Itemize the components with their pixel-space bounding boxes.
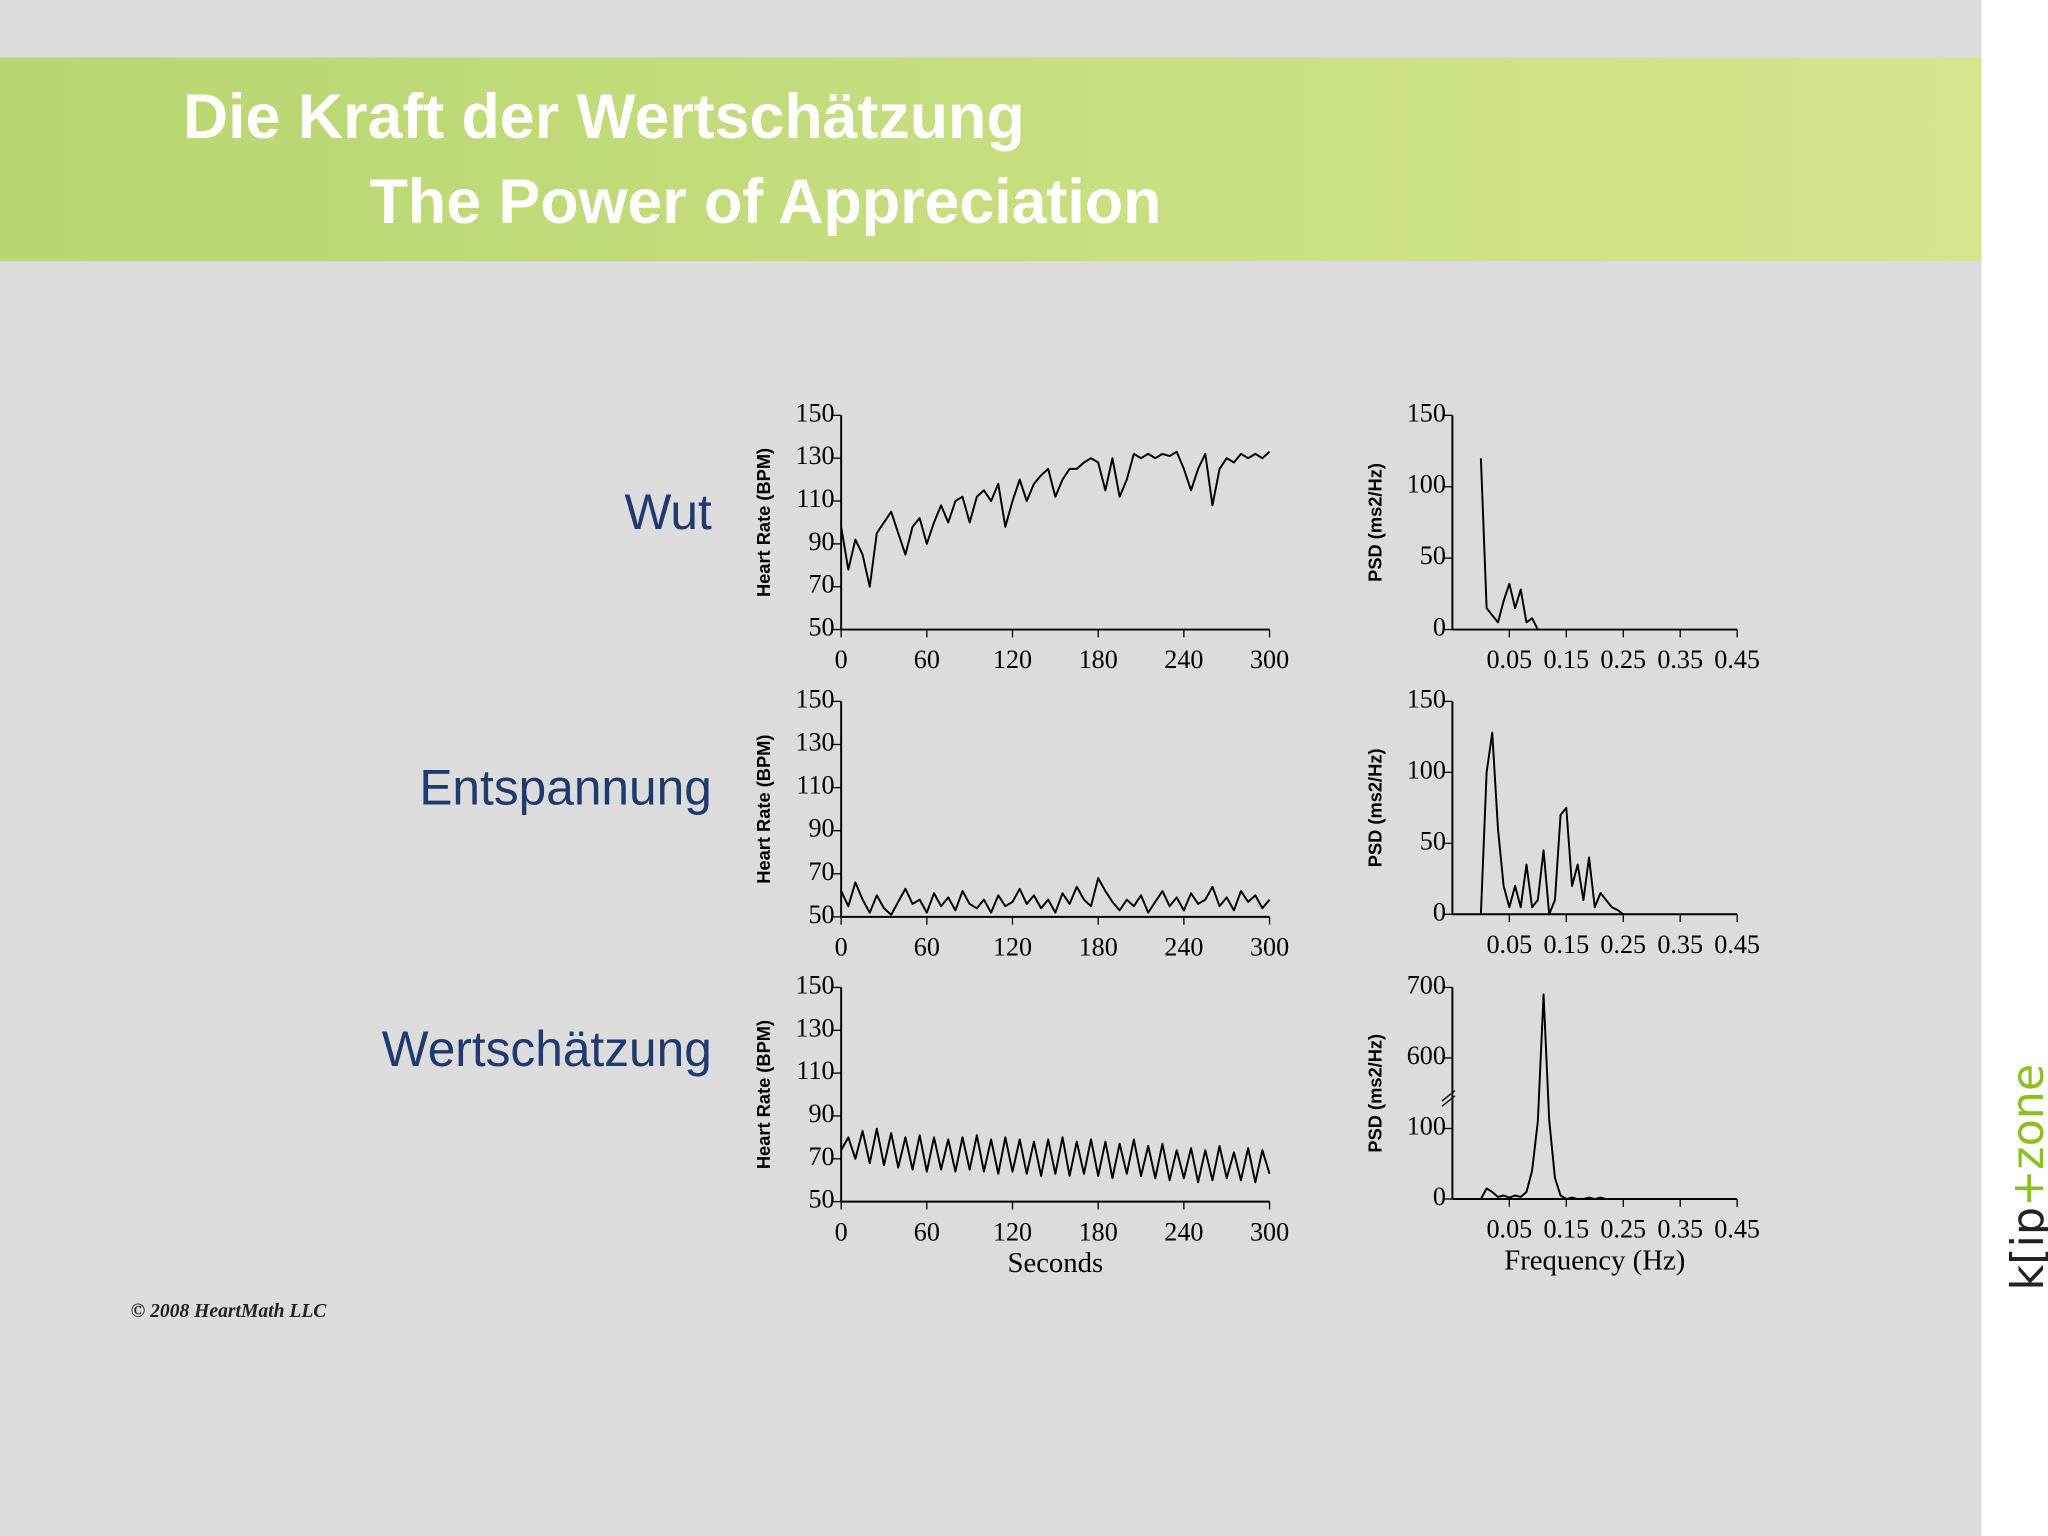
y-tick-label: 110 xyxy=(796,484,834,513)
y-tick-label: 0 xyxy=(1433,897,1446,926)
x-axis-label: Frequency (Hz) xyxy=(1504,1245,1685,1277)
y-tick-label: 130 xyxy=(795,441,834,470)
logo-right: +zone xyxy=(2003,1064,2048,1207)
data-line xyxy=(840,450,1271,588)
subtitle: The Power of Appreciation xyxy=(370,167,1162,237)
y-tick-label: 0 xyxy=(1433,613,1446,642)
x-tick-label: 120 xyxy=(993,933,1032,962)
y-axis-label: Heart Rate (BPM) xyxy=(753,735,774,884)
data-line xyxy=(1479,458,1539,630)
y-tick-label: 50 xyxy=(809,1185,835,1214)
y-axis-label: PSD (ms2/Hz) xyxy=(1364,463,1385,582)
y-tick-label: 100 xyxy=(1407,470,1446,499)
x-tick-label: 0.35 xyxy=(1657,645,1703,674)
x-tick-label: 0 xyxy=(835,1217,848,1246)
x-tick-label: 0 xyxy=(835,645,848,674)
banner xyxy=(0,57,1982,262)
y-tick-label: 150 xyxy=(1407,684,1446,713)
y-tick-label: 50 xyxy=(1420,826,1446,855)
y-tick-label: 50 xyxy=(1420,541,1446,570)
x-tick-label: 60 xyxy=(914,645,940,674)
y-tick-label: 150 xyxy=(795,684,834,713)
row-label: Wertschätzung xyxy=(382,1021,712,1077)
y-tick-label: 90 xyxy=(809,1099,835,1128)
y-tick-label: 130 xyxy=(795,1013,834,1042)
y-tick-label: 150 xyxy=(1407,398,1446,427)
x-tick-label: 0.25 xyxy=(1600,645,1646,674)
y-tick-label: 110 xyxy=(796,1056,834,1085)
x-tick-label: 0.45 xyxy=(1714,930,1760,959)
x-tick-label: 0 xyxy=(835,933,848,962)
x-tick-label: 0.35 xyxy=(1657,930,1703,959)
y-tick-label: 70 xyxy=(809,857,835,886)
title: Die Kraft der Wertschätzung xyxy=(183,82,1025,152)
y-tick-label: 90 xyxy=(809,814,835,843)
data-line xyxy=(1480,993,1607,1200)
logo: k[ip+zone xyxy=(2003,1064,2048,1291)
x-tick-label: 180 xyxy=(1079,1217,1118,1246)
data-line xyxy=(840,1127,1271,1184)
x-tick-label: 0.15 xyxy=(1543,930,1589,959)
y-tick-label: 150 xyxy=(795,970,834,999)
y-tick-label: 130 xyxy=(795,727,834,756)
x-tick-label: 180 xyxy=(1079,645,1118,674)
data-line xyxy=(840,877,1271,916)
x-tick-label: 60 xyxy=(914,933,940,962)
y-tick-label: 700 xyxy=(1407,970,1446,999)
y-tick-label: 600 xyxy=(1407,1041,1446,1070)
x-tick-label: 0.25 xyxy=(1600,1215,1646,1244)
x-tick-label: 0.15 xyxy=(1543,645,1589,674)
y-axis-label: Heart Rate (BPM) xyxy=(753,448,774,597)
axis-break xyxy=(1441,1090,1456,1107)
x-tick-label: 0.45 xyxy=(1714,1215,1760,1244)
y-tick-label: 90 xyxy=(809,527,835,556)
x-tick-label: 0.45 xyxy=(1714,645,1760,674)
copyright: © 2008 HeartMath LLC xyxy=(131,1301,328,1322)
x-tick-label: 240 xyxy=(1164,933,1203,962)
x-tick-label: 120 xyxy=(993,645,1032,674)
x-tick-label: 60 xyxy=(914,1217,940,1246)
data-line xyxy=(1479,731,1624,916)
x-tick-label: 0.05 xyxy=(1487,930,1533,959)
logo-left: k[ip xyxy=(2003,1207,2048,1291)
y-tick-label: 150 xyxy=(795,398,834,427)
logo-text: k[ip+zone xyxy=(2003,1064,2048,1291)
y-tick-label: 50 xyxy=(809,613,835,642)
y-tick-label: 70 xyxy=(809,570,835,599)
y-tick-label: 50 xyxy=(809,900,835,929)
x-tick-label: 120 xyxy=(993,1217,1032,1246)
y-tick-label: 0 xyxy=(1433,1182,1446,1211)
y-tick-label: 100 xyxy=(1407,1111,1446,1140)
x-tick-label: 0.35 xyxy=(1657,1215,1703,1244)
x-tick-label: 0.25 xyxy=(1600,930,1646,959)
x-tick-label: 240 xyxy=(1164,1217,1203,1246)
x-tick-label: 300 xyxy=(1250,645,1289,674)
y-tick-label: 110 xyxy=(796,771,834,800)
x-tick-label: 0.15 xyxy=(1543,1215,1589,1244)
y-tick-label: 100 xyxy=(1407,755,1446,784)
x-tick-label: 240 xyxy=(1164,645,1203,674)
row-label: Wut xyxy=(624,484,712,540)
side-strip xyxy=(1981,0,2048,1536)
x-axis-label: Seconds xyxy=(1007,1247,1103,1279)
x-tick-label: 180 xyxy=(1079,933,1118,962)
y-axis-label: PSD (ms2/Hz) xyxy=(1364,1034,1385,1153)
x-tick-label: 300 xyxy=(1250,933,1289,962)
x-tick-label: 300 xyxy=(1250,1217,1289,1246)
y-axis-label: PSD (ms2/Hz) xyxy=(1364,748,1385,867)
x-tick-label: 0.05 xyxy=(1487,645,1533,674)
y-tick-label: 70 xyxy=(809,1142,835,1171)
x-tick-label: 0.05 xyxy=(1487,1215,1533,1244)
row-label: Entspannung xyxy=(419,760,712,816)
y-axis-label: Heart Rate (BPM) xyxy=(753,1020,774,1169)
